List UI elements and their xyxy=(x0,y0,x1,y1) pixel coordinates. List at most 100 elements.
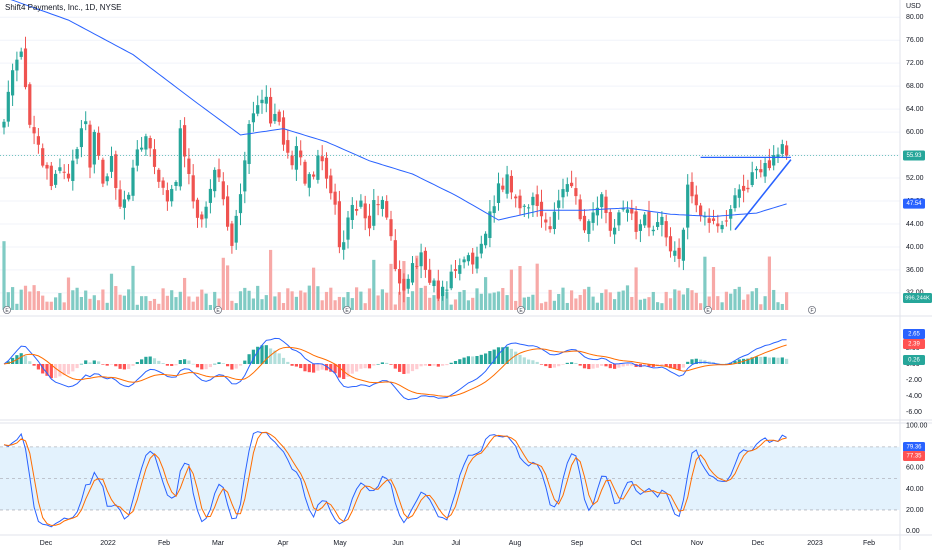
macd-histogram-bar xyxy=(273,350,277,364)
candle-body xyxy=(187,158,191,174)
earnings-marker-label[interactable]: F xyxy=(810,308,813,314)
volume-bar xyxy=(415,255,419,310)
macd-histogram-bar xyxy=(398,364,402,372)
macd-histogram-bar xyxy=(307,364,311,373)
macd-histogram-bar xyxy=(557,364,561,367)
macd-histogram-bar xyxy=(226,364,230,367)
macd-histogram-bar xyxy=(49,364,53,379)
macd-histogram-bar xyxy=(178,360,182,364)
macd-histogram-bar xyxy=(6,361,10,364)
price-tick-label: 60.00 xyxy=(906,129,924,136)
macd-histogram-bar xyxy=(548,364,552,369)
volume-bar xyxy=(565,302,569,310)
volume-bar xyxy=(531,294,535,310)
candle-body xyxy=(393,240,397,270)
candle-body xyxy=(410,263,415,283)
macd-histogram-bar xyxy=(238,364,243,366)
candle-body xyxy=(299,150,303,158)
volume-bar xyxy=(140,296,144,310)
volume-bar xyxy=(346,292,350,310)
candle-body xyxy=(234,215,238,243)
volume-bar xyxy=(380,289,384,310)
macd-histogram-bar xyxy=(613,364,617,369)
earnings-marker-label[interactable]: E xyxy=(5,308,9,314)
candle-body xyxy=(28,84,32,125)
macd-histogram-bar xyxy=(23,355,28,364)
time-tick-label: Oct xyxy=(631,540,642,547)
candle-body xyxy=(127,194,131,200)
volume-bar xyxy=(118,294,122,310)
support-trendline[interactable] xyxy=(734,159,792,231)
volume-bar xyxy=(41,295,45,310)
macd-histogram-bar xyxy=(694,358,698,364)
candle-body xyxy=(733,195,737,209)
candle-body xyxy=(643,214,647,226)
earnings-marker[interactable] xyxy=(704,305,713,314)
volume-bar xyxy=(591,296,595,310)
price-tick-label: 44.00 xyxy=(906,221,924,228)
macd-histogram-bar xyxy=(625,364,630,366)
volume-bar xyxy=(733,289,737,310)
signal-value-tag: 2.39 xyxy=(908,342,920,348)
candle-body xyxy=(337,201,341,248)
macd-panel xyxy=(3,337,789,401)
earnings-marker[interactable] xyxy=(3,305,11,314)
earnings-marker-label[interactable]: E xyxy=(706,308,710,314)
candle-body xyxy=(651,229,655,232)
volume-bar xyxy=(148,300,152,310)
macd-histogram-bar xyxy=(638,364,642,368)
volume-bar xyxy=(742,299,746,310)
volume-bar xyxy=(539,303,544,310)
candle-body xyxy=(742,185,746,191)
macd-histogram-bar xyxy=(208,364,212,368)
candle-body xyxy=(539,201,544,217)
earnings-marker[interactable] xyxy=(808,305,817,314)
volume-bar xyxy=(342,297,346,310)
macd-histogram-bar xyxy=(92,360,96,364)
candle-body xyxy=(178,128,182,187)
candle-body xyxy=(759,169,763,173)
candle-body xyxy=(36,136,40,145)
price-candles[interactable] xyxy=(2,36,789,303)
time-axis[interactable]: Dec 2022 Feb Mar Apr May Jun Jul Aug Sep Oct Nov Dec… xyxy=(40,540,875,547)
stochastic-d-tag-bg xyxy=(903,451,925,461)
earnings-marker-label[interactable]: E xyxy=(519,308,523,314)
macd-histogram-bar xyxy=(303,364,307,372)
earnings-marker-label[interactable]: E xyxy=(216,308,220,314)
macd-histogram-bar xyxy=(367,364,372,369)
volume-bar xyxy=(522,297,526,310)
macd-histogram-bar xyxy=(380,362,384,364)
macd-histogram-bar xyxy=(243,360,247,364)
macd-histogram-bar xyxy=(204,364,208,370)
candle-body xyxy=(415,265,419,267)
macd-histogram-bar xyxy=(234,364,238,369)
earnings-marker[interactable] xyxy=(517,305,526,314)
volume-bar xyxy=(307,285,311,310)
candle-body xyxy=(380,199,384,209)
candle-body xyxy=(587,221,591,234)
volume-bar xyxy=(544,301,548,310)
volume-bar xyxy=(527,296,531,310)
candle-body xyxy=(505,174,509,194)
candle-body xyxy=(608,212,612,231)
macd-histogram-bar xyxy=(621,364,625,367)
earnings-marker-label[interactable]: E xyxy=(345,308,349,314)
macd-histogram-bar xyxy=(509,348,513,364)
macd-histogram-bar xyxy=(75,364,79,369)
volume-bar xyxy=(247,290,251,310)
macd-histogram-bar xyxy=(458,359,462,364)
candle-body xyxy=(333,191,337,205)
macd-histogram-bar xyxy=(140,359,144,364)
trendlines[interactable] xyxy=(0,155,900,231)
time-tick-label: May xyxy=(333,540,347,547)
macd-histogram-bar xyxy=(294,364,298,367)
candle-body xyxy=(621,208,625,210)
volume-bar xyxy=(729,293,733,310)
candle-body xyxy=(656,222,660,227)
macd-histogram-bar xyxy=(41,364,45,374)
macd-histogram-bar xyxy=(105,364,109,366)
earnings-marker[interactable] xyxy=(213,305,222,314)
earnings-marker[interactable] xyxy=(342,305,351,314)
